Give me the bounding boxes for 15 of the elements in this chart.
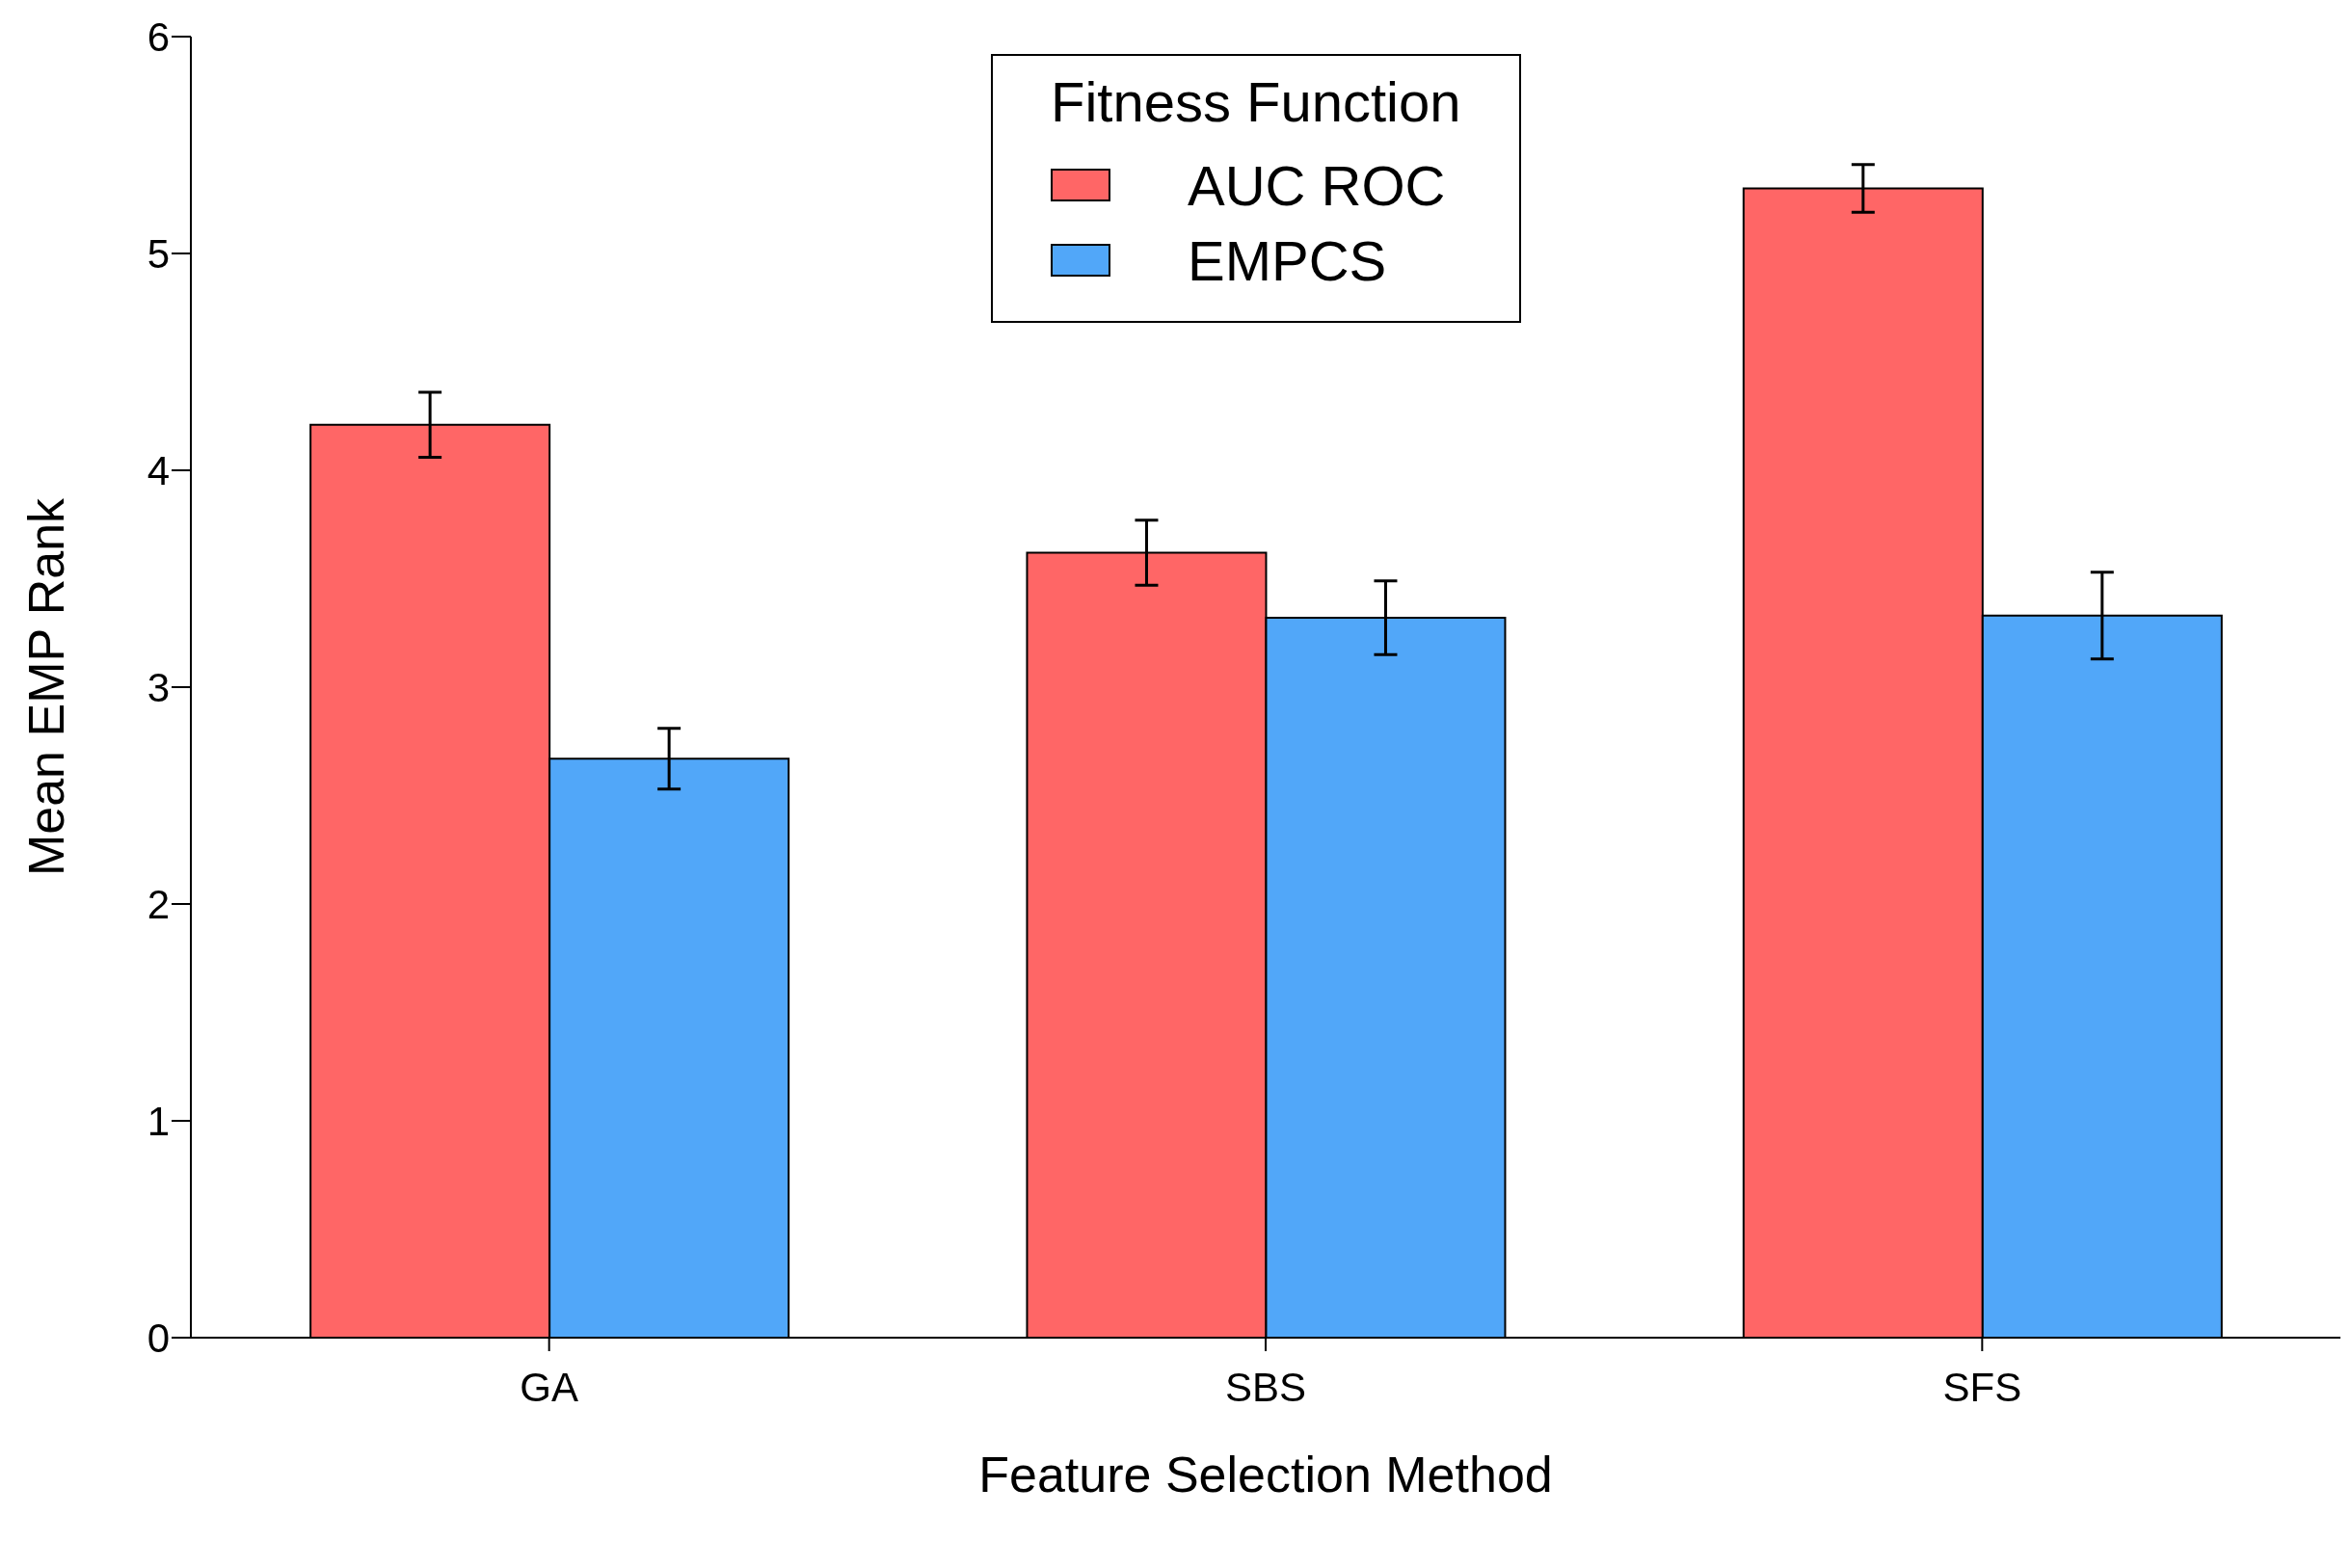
y-tick-label: 0 [147, 1315, 170, 1361]
y-tick-label: 3 [147, 664, 170, 710]
y-tick-label: 2 [147, 881, 170, 927]
x-tick-label: SBS [1224, 1364, 1307, 1410]
legend-title: Fitness Function [1051, 69, 1461, 134]
x-tick-label: SFS [1942, 1364, 2022, 1410]
x-axis-title: Feature Selection Method [978, 1447, 1553, 1502]
y-tick-label: 4 [147, 447, 170, 493]
y-tick-label: 5 [147, 230, 170, 277]
y-tick-label: 6 [147, 13, 170, 60]
y-axis-title: Mean EMP Rank [18, 496, 75, 877]
legend-label: EMPCS [1188, 227, 1387, 293]
x-tick-label: GA [520, 1364, 579, 1410]
y-tick-label: 1 [147, 1098, 170, 1144]
legend-label: AUC ROC [1188, 152, 1446, 218]
